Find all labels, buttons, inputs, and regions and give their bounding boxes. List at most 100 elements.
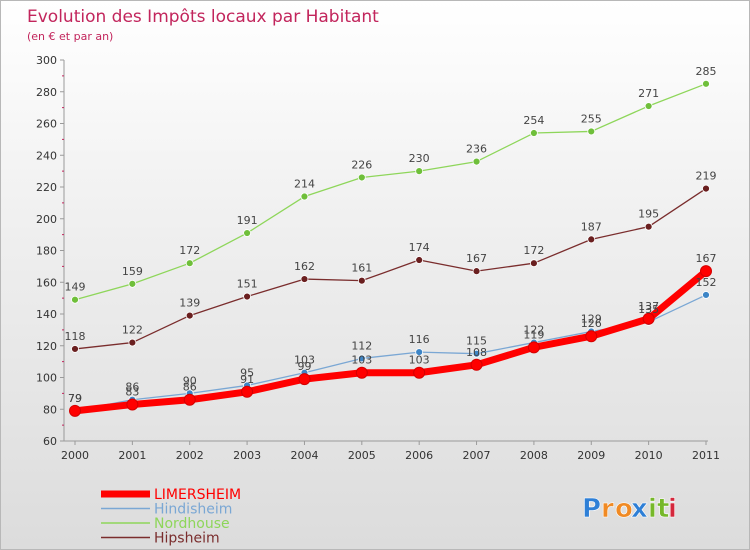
data-point bbox=[702, 79, 710, 88]
logo-letter: x bbox=[631, 494, 648, 524]
data-point bbox=[126, 398, 139, 411]
data-point bbox=[185, 259, 194, 268]
data-label: 122 bbox=[122, 324, 143, 337]
y-tick-label: 300 bbox=[36, 54, 57, 67]
series-line-nordhouse bbox=[74, 83, 707, 301]
logo-letter: i bbox=[668, 494, 677, 524]
data-label: 152 bbox=[696, 276, 717, 289]
data-point bbox=[415, 167, 424, 176]
value-labels: 149 159 172 191 214 226 230 236 254 255 271 285 118 1… bbox=[65, 65, 717, 405]
data-label: 214 bbox=[294, 178, 315, 191]
data-label: 103 bbox=[294, 354, 315, 367]
chart-subtitle: (en € et par an) bbox=[27, 30, 113, 43]
data-point bbox=[585, 330, 598, 343]
x-tick-label: 2010 bbox=[635, 449, 663, 462]
data-point bbox=[300, 275, 309, 283]
data-label: 116 bbox=[409, 333, 430, 346]
logo-letter: P bbox=[582, 494, 601, 524]
data-point bbox=[644, 222, 653, 231]
data-label: 135 bbox=[638, 303, 659, 316]
x-tick-label: 2009 bbox=[577, 449, 605, 462]
data-point bbox=[527, 341, 540, 354]
data-point bbox=[298, 373, 311, 386]
data-point bbox=[642, 312, 655, 325]
data-point bbox=[472, 349, 481, 358]
data-label: 161 bbox=[351, 262, 372, 275]
data-label: 86 bbox=[125, 381, 139, 394]
legend-label-hipsheim: Hipsheim bbox=[154, 531, 220, 547]
x-tick-label: 2003 bbox=[233, 449, 261, 462]
data-point bbox=[185, 311, 194, 320]
data-point bbox=[472, 267, 481, 276]
data-point bbox=[69, 404, 81, 417]
data-point bbox=[587, 235, 596, 244]
data-label: 219 bbox=[696, 170, 717, 183]
y-tick-label: 140 bbox=[36, 308, 57, 321]
data-label: 126 bbox=[581, 317, 602, 330]
data-label: 255 bbox=[581, 112, 602, 125]
chart-title: Evolution des Impôts locaux par Habitant bbox=[27, 7, 379, 27]
axes: 60 80 100 120 140 160 180 200 220 240 260 280 300 200… bbox=[36, 54, 720, 462]
data-point bbox=[241, 385, 254, 398]
data-label: 79 bbox=[68, 392, 82, 405]
x-tick-label: 2007 bbox=[463, 449, 491, 462]
data-label: 254 bbox=[523, 114, 544, 127]
series-line-hipsheim bbox=[74, 187, 707, 350]
data-point bbox=[530, 129, 538, 137]
x-tick-label: 2006 bbox=[405, 449, 433, 462]
data-label: 83 bbox=[125, 385, 139, 398]
data-label: 91 bbox=[240, 373, 254, 386]
data-point bbox=[357, 354, 366, 363]
y-tick-label: 80 bbox=[43, 403, 57, 416]
legend-label-limersheim: LIMERSHEIM bbox=[154, 487, 241, 503]
data-point bbox=[700, 265, 712, 278]
data-point bbox=[128, 279, 137, 288]
data-label: 139 bbox=[179, 297, 200, 310]
y-tick-label: 220 bbox=[36, 181, 57, 194]
data-label: 95 bbox=[240, 366, 254, 379]
data-label: 108 bbox=[466, 346, 487, 359]
data-point bbox=[243, 229, 251, 237]
data-label: 195 bbox=[638, 208, 659, 221]
data-label: 90 bbox=[183, 374, 197, 387]
data-label: 159 bbox=[122, 265, 143, 278]
data-label: 122 bbox=[523, 324, 544, 337]
y-tick-label: 180 bbox=[36, 245, 57, 258]
data-point bbox=[470, 358, 483, 371]
data-label: 115 bbox=[466, 335, 487, 348]
data-label: 119 bbox=[523, 328, 544, 341]
data-point bbox=[357, 276, 366, 285]
data-point bbox=[644, 102, 653, 110]
data-point bbox=[413, 366, 426, 379]
data-label: 112 bbox=[351, 339, 372, 352]
data-label: 172 bbox=[179, 244, 200, 257]
y-tick-label: 120 bbox=[36, 340, 57, 353]
data-label: 191 bbox=[237, 214, 258, 227]
data-label: 118 bbox=[65, 330, 86, 343]
data-label: 162 bbox=[294, 260, 315, 273]
x-tick-label: 2005 bbox=[348, 449, 376, 462]
x-tick-label: 2004 bbox=[290, 449, 318, 462]
logo-letter: i bbox=[648, 494, 657, 524]
data-label: 226 bbox=[351, 158, 372, 171]
data-point bbox=[702, 184, 710, 193]
data-point bbox=[415, 256, 424, 264]
legend-label-nordhouse: Nordhouse bbox=[154, 516, 230, 532]
y-tick-label: 240 bbox=[36, 149, 57, 162]
x-tick-label: 2011 bbox=[692, 449, 720, 462]
data-point bbox=[472, 157, 481, 166]
x-tick-label: 2001 bbox=[118, 449, 146, 462]
y-tick-label: 100 bbox=[36, 372, 57, 385]
series-line-hindisheim bbox=[74, 294, 707, 412]
data-label: 187 bbox=[581, 220, 602, 233]
series-line-limersheim bbox=[71, 267, 710, 415]
data-point bbox=[243, 292, 251, 301]
logo-letter: t bbox=[657, 494, 669, 524]
y-tick-label: 200 bbox=[36, 213, 57, 226]
data-label: 271 bbox=[638, 87, 659, 100]
data-label: 86 bbox=[183, 381, 197, 394]
